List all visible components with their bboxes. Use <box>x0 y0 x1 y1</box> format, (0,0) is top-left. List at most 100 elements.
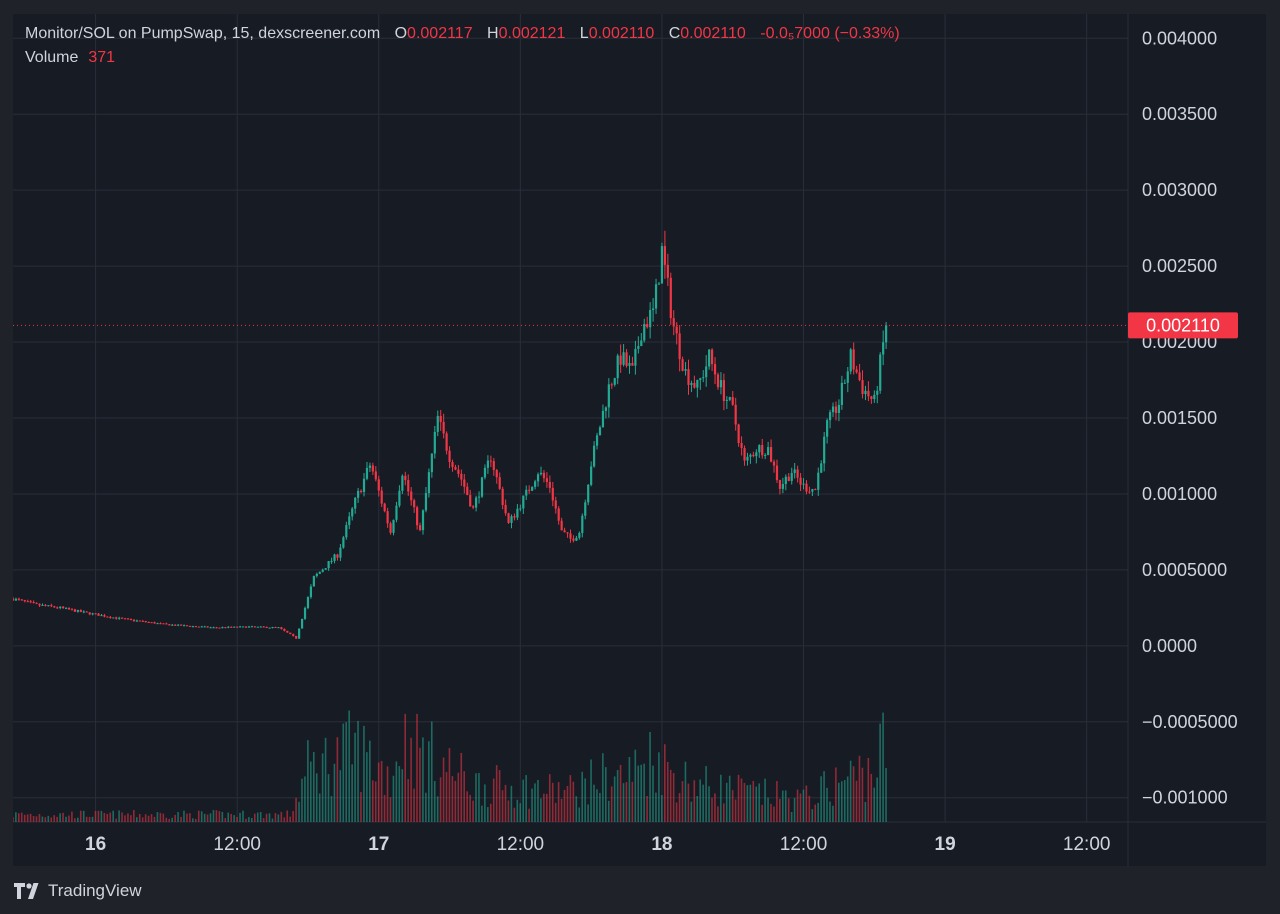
tradingview-logo-icon <box>14 883 39 899</box>
chart-frame[interactable]: 0.004000 0.003500 0.003000 0.002500 0.002000… <box>13 14 1266 866</box>
volume-bar <box>186 813 188 822</box>
candle-body <box>215 627 218 629</box>
candle-body <box>129 618 133 620</box>
volume-bar <box>543 793 545 822</box>
volume-bar <box>192 818 194 822</box>
volume-bar <box>811 809 814 822</box>
candle-body <box>563 530 566 533</box>
volume-bar <box>274 813 277 822</box>
candle-body <box>206 626 209 628</box>
volume-bar <box>76 817 79 822</box>
time-axis-label: 19 <box>935 834 956 855</box>
volume-bar <box>286 810 289 822</box>
candle-body <box>439 415 442 422</box>
volume-bar <box>248 817 250 822</box>
volume-bar <box>29 813 32 822</box>
volume-bar <box>189 813 191 822</box>
volume-bar <box>315 773 318 822</box>
candle-body <box>26 601 29 603</box>
close-label: C <box>668 25 681 42</box>
volume-bar <box>171 817 173 822</box>
candle-body <box>743 448 746 461</box>
candle-body <box>321 569 324 572</box>
candle-body <box>64 607 68 609</box>
volume-bar <box>855 780 858 822</box>
candle-body <box>436 415 439 432</box>
candle-body <box>342 537 345 548</box>
candle-body <box>722 380 725 401</box>
volume-bar <box>206 814 209 822</box>
candle-body <box>410 491 413 501</box>
candle-body <box>209 627 212 629</box>
volume-bar <box>463 771 466 822</box>
candle-body <box>501 488 504 505</box>
candle-body <box>767 447 770 456</box>
volume-bar <box>510 785 513 822</box>
candle-body <box>740 443 743 449</box>
volume-bar <box>478 773 480 822</box>
time-axis-label: 12:00 <box>1063 834 1111 855</box>
candle-body <box>619 355 622 365</box>
candle-body <box>298 628 301 639</box>
price-chart[interactable]: 0.0040000.0035000.0030000.0025000.002000… <box>13 14 1266 866</box>
candle-body <box>510 516 513 523</box>
candle-body <box>348 516 351 526</box>
candle-body <box>221 627 224 629</box>
candle-body <box>401 475 404 491</box>
candle-body <box>50 605 53 607</box>
volume-bar <box>23 814 26 822</box>
volume-bar <box>407 779 409 822</box>
volume-bar <box>619 764 622 822</box>
candle-body <box>365 467 369 479</box>
candle-body <box>91 613 94 615</box>
tradingview-branding[interactable]: TradingView <box>14 880 142 902</box>
candle-body <box>253 626 256 628</box>
candle-body <box>607 384 610 408</box>
candle-body <box>855 369 858 373</box>
volume-bar <box>622 783 625 822</box>
volume-bar <box>428 741 430 822</box>
candle-body <box>522 495 525 509</box>
high-label: H <box>487 25 499 42</box>
volume-bar <box>817 802 819 822</box>
candle-body <box>404 475 407 481</box>
volume-bar <box>94 810 97 822</box>
candle-body <box>309 586 313 598</box>
volume-bar <box>522 779 525 822</box>
candle-body <box>466 486 469 495</box>
candle-body <box>286 630 289 633</box>
volume-bar <box>787 798 790 822</box>
time-axis-label: 12:00 <box>213 834 261 855</box>
candle-body <box>73 609 77 612</box>
candle-body <box>386 511 389 524</box>
volume-bar <box>513 807 516 822</box>
volume-bar <box>35 816 38 822</box>
candle-body <box>362 478 366 493</box>
volume-bar <box>141 817 144 822</box>
candle-body <box>681 359 684 371</box>
volume-bar <box>20 812 23 822</box>
volume-bar <box>115 818 117 822</box>
candle-body <box>834 406 838 413</box>
volume-bar <box>554 802 557 822</box>
candle-body <box>475 497 478 508</box>
volume-bar <box>103 812 106 822</box>
volume-bar <box>572 781 575 822</box>
candle-body <box>823 436 826 464</box>
candle-body <box>713 364 717 375</box>
candle-body <box>212 627 215 629</box>
candle-body <box>805 483 808 492</box>
candle-body <box>70 609 74 611</box>
volume-bar <box>472 800 474 822</box>
candle-body <box>885 325 888 343</box>
volume-bar <box>383 794 386 822</box>
candle-body <box>693 382 696 388</box>
candle-body <box>643 324 646 341</box>
volume-bar <box>413 788 415 822</box>
candle-body <box>203 626 206 628</box>
candle-body <box>666 264 669 278</box>
candle-body <box>345 525 348 538</box>
price-axis-label: 0.003500 <box>1142 104 1217 124</box>
volume-bar <box>658 752 660 822</box>
volume-bar <box>215 810 218 822</box>
